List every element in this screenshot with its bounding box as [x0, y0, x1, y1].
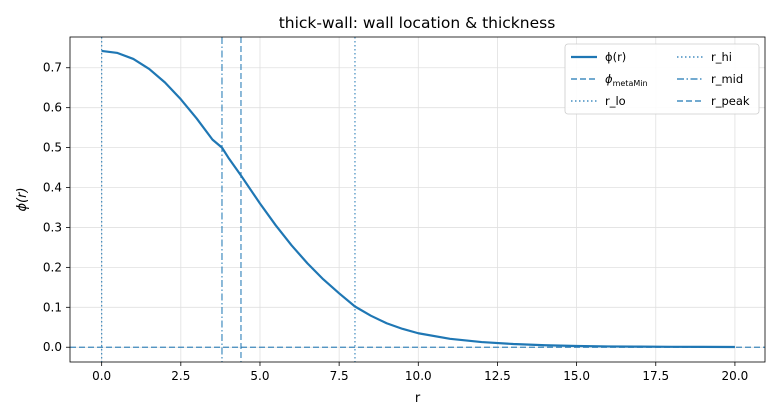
x-tick-label: 10.0 [405, 369, 432, 383]
chart-title: thick-wall: wall location & thickness [279, 14, 556, 32]
legend-label: r_hi [711, 50, 732, 64]
y-axis-ticks: 0.0 0.1 0.2 0.3 0.4 0.5 0.6 0.7 [43, 61, 70, 354]
x-tick-label: 20.0 [722, 369, 749, 383]
x-tick-label: 12.5 [484, 369, 511, 383]
legend-label: r_lo [605, 94, 626, 108]
x-tick-label: 0.0 [92, 369, 111, 383]
x-tick-label: 2.5 [171, 369, 190, 383]
y-tick-label: 0.1 [43, 300, 62, 314]
x-axis-ticks: 0.0 2.5 5.0 7.5 10.0 12.5 15.0 17.5 20.0 [92, 362, 748, 383]
y-tick-label: 0.2 [43, 260, 62, 274]
legend-label: ϕ(r) [605, 50, 626, 64]
y-tick-label: 0.0 [43, 340, 62, 354]
legend-label: r_peak [711, 94, 750, 108]
legend: ϕ(r) ϕmetaMin r_lo r_hi r_mid r_peak [564, 43, 760, 115]
legend-label: r_mid [711, 72, 743, 86]
legend-box [564, 43, 760, 115]
y-tick-label: 0.3 [43, 220, 62, 234]
x-tick-label: 5.0 [250, 369, 269, 383]
y-tick-label: 0.4 [43, 181, 62, 195]
x-tick-label: 7.5 [330, 369, 349, 383]
legend-label: ϕmetaMin [605, 72, 648, 88]
y-axis-label: ϕ(r) [15, 187, 30, 211]
series-layer [101, 49, 735, 349]
y-tick-label: 0.5 [43, 141, 62, 155]
y-tick-label: 0.7 [43, 61, 62, 75]
x-tick-label: 17.5 [642, 369, 669, 383]
x-tick-label: 15.0 [563, 369, 590, 383]
series-line-phi [101, 49, 735, 349]
y-tick-label: 0.6 [43, 101, 62, 115]
plot-area-frame [69, 36, 766, 363]
x-axis-label: r [415, 391, 421, 406]
